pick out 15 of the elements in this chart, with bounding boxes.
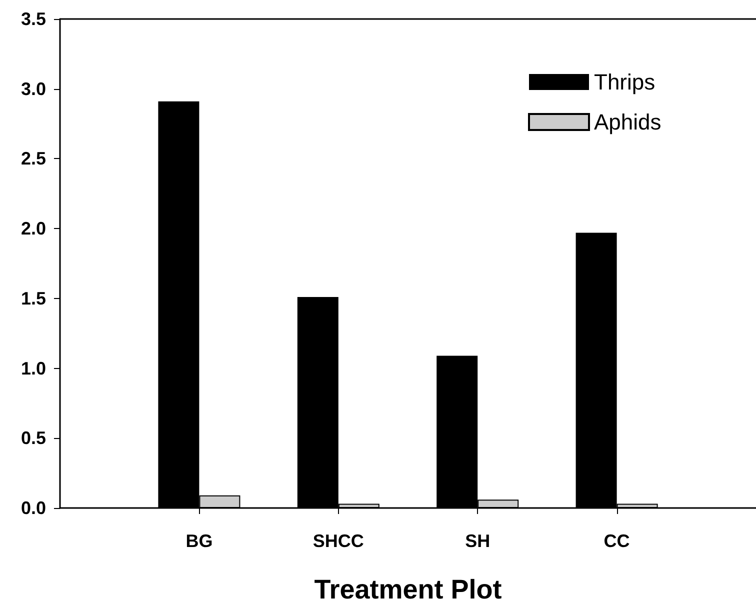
y-tick-label: 2.5 xyxy=(20,148,46,169)
y-tick-label: 3.0 xyxy=(20,78,46,99)
y-tick-label: 0.0 xyxy=(20,498,46,518)
x-tick-label: SH xyxy=(465,531,490,551)
y-tick-label: 2.0 xyxy=(20,218,46,239)
x-tick-label: SHCC xyxy=(312,531,364,551)
legend-label: Thrips xyxy=(594,70,656,94)
legend-label: Aphids xyxy=(594,110,662,134)
x-tick-label: BG xyxy=(186,531,213,551)
y-tick-label: 1.0 xyxy=(20,358,46,378)
y-tick-label: 3.5 xyxy=(20,9,46,29)
x-tick-label: CC xyxy=(604,531,630,551)
x-axis-title: Treatment Plot xyxy=(314,574,502,604)
y-tick-label: 1.5 xyxy=(20,288,46,308)
y-tick-label: 0.5 xyxy=(20,428,46,448)
